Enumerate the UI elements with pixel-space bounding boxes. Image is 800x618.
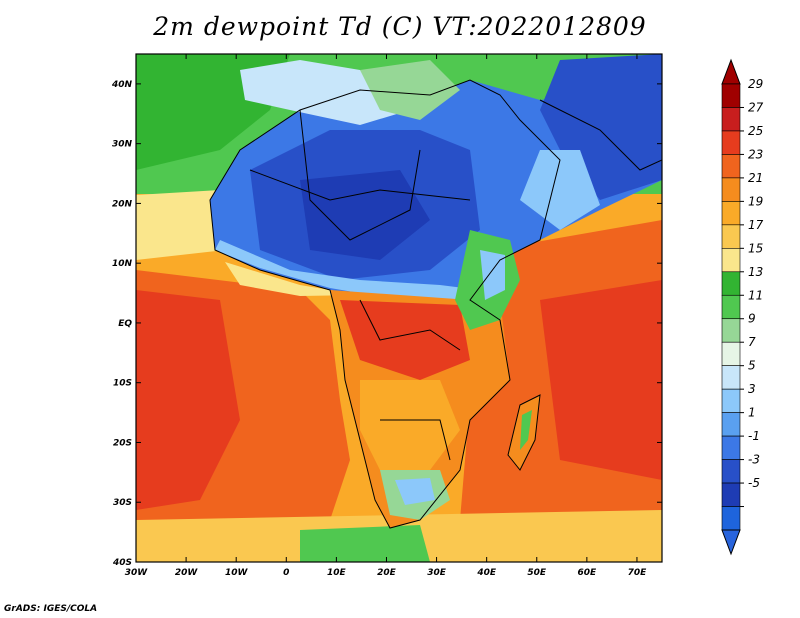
lat-tick-label: EQ: [118, 319, 132, 329]
lat-tick-label: 10N: [112, 259, 133, 269]
colorbar-segment: [721, 177, 741, 202]
colorbar-segment: [721, 318, 741, 343]
colorbar-label: 5: [748, 359, 756, 373]
lon-tick-label: 0: [283, 568, 289, 578]
colorbar: 29 27 25 23 21 19 17 15 13 11 9 7 5 3 1 -1 -3 -5: [721, 58, 764, 556]
colorbar-segment: [721, 83, 741, 108]
lon-tick-label: 50E: [527, 568, 547, 578]
lon-tick-label: 70E: [628, 568, 648, 578]
colorbar-bottom-triangle: [721, 529, 741, 556]
colorbar-segment: [721, 294, 741, 320]
lat-tick-label: 20S: [113, 438, 132, 448]
colorbar-label: 1: [748, 406, 756, 420]
colorbar-segment: [721, 506, 741, 531]
colorbar-segment: [721, 388, 741, 413]
colorbar-segment: [721, 412, 741, 437]
colorbar-label: 11: [748, 288, 763, 302]
colorbar-label: 13: [748, 265, 763, 279]
colorbar-label: 19: [748, 194, 763, 208]
longitude-axis: 30W 20W 10W 0 10E 20E 30E 40E 50E 60E 70E: [125, 54, 647, 578]
lat-tick-label: 30N: [112, 140, 133, 150]
colorbar-label: -5: [748, 476, 760, 490]
colorbar-segment: [721, 271, 741, 296]
map-title: 2m dewpoint Td (C) VT:2022012809: [153, 12, 647, 41]
map-field: [136, 54, 662, 562]
colorbar-top-triangle: [721, 58, 741, 85]
colorbar-segment: [721, 365, 741, 390]
latitude-axis: 40N 30N 20N 10N EQ 10S 20S 30S 40S: [111, 80, 662, 568]
colorbar-segment: [721, 224, 741, 249]
colorbar-segment: [721, 130, 741, 155]
coastlines: [209, 79, 662, 529]
colorbar-label: -3: [748, 453, 760, 467]
colorbar-label: 15: [748, 241, 763, 255]
lon-tick-label: 30E: [427, 568, 447, 578]
colorbar-label: 29: [748, 77, 763, 91]
lat-tick-label: 20N: [112, 199, 133, 209]
colorbar-segment: [721, 459, 741, 484]
lon-tick-label: 30W: [125, 568, 149, 578]
lon-tick-label: 20W: [175, 568, 199, 578]
lat-tick-label: 30S: [113, 498, 132, 508]
lat-tick-label: 10S: [113, 379, 132, 389]
colorbar-segment: [721, 201, 741, 226]
colorbar-label: 21: [748, 171, 763, 185]
lat-tick-label: 40S: [112, 558, 132, 568]
colorbar-label: 17: [748, 218, 764, 232]
colorbar-label: 25: [748, 124, 763, 138]
colorbar-label: 3: [748, 382, 756, 396]
colorbar-segment: [721, 154, 741, 179]
lon-tick-label: 20E: [377, 568, 397, 578]
map-frame: [135, 53, 663, 563]
colorbar-segment: [721, 248, 741, 273]
lon-tick-label: 40E: [476, 568, 497, 578]
colorbar-label: 23: [748, 147, 763, 161]
lon-tick-label: 10W: [225, 568, 249, 578]
colorbar-segment: [721, 435, 741, 460]
colorbar-segment: [721, 482, 741, 507]
colorbar-label: -1: [748, 429, 760, 443]
colorbar-label: 9: [748, 312, 756, 326]
colorbar-label: 27: [748, 100, 764, 114]
colorbar-segment: [721, 107, 741, 132]
colorbar-segment: [721, 341, 741, 366]
lon-tick-label: 10E: [327, 568, 347, 578]
grads-credit: GrADS: IGES/COLA: [4, 604, 98, 614]
colorbar-label: 7: [748, 335, 756, 349]
lon-tick-label: 60E: [578, 568, 598, 578]
lat-tick-label: 40N: [111, 80, 133, 90]
